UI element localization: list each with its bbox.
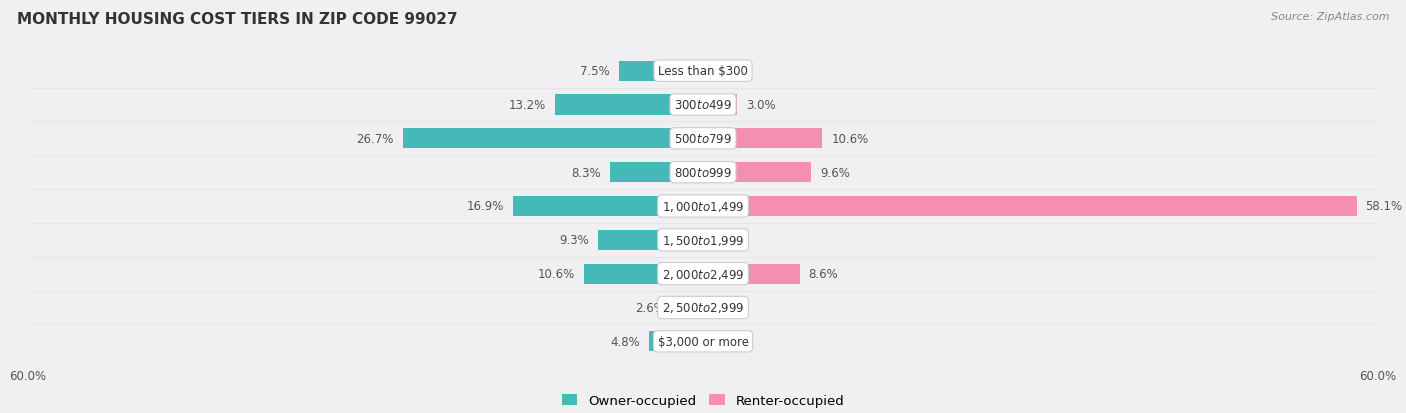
- FancyBboxPatch shape: [3, 248, 1403, 300]
- FancyBboxPatch shape: [3, 281, 1403, 334]
- Text: $2,500 to $2,999: $2,500 to $2,999: [662, 301, 744, 315]
- Text: 10.6%: 10.6%: [831, 133, 869, 145]
- FancyBboxPatch shape: [3, 315, 1403, 368]
- Bar: [583, 264, 703, 284]
- Text: 4.8%: 4.8%: [610, 335, 640, 348]
- FancyBboxPatch shape: [3, 180, 1403, 233]
- Bar: [610, 163, 703, 183]
- Text: $1,500 to $1,999: $1,500 to $1,999: [662, 233, 744, 247]
- Text: 58.1%: 58.1%: [1365, 200, 1403, 213]
- Text: 16.9%: 16.9%: [467, 200, 503, 213]
- FancyBboxPatch shape: [3, 45, 1403, 98]
- Text: MONTHLY HOUSING COST TIERS IN ZIP CODE 99027: MONTHLY HOUSING COST TIERS IN ZIP CODE 9…: [17, 12, 457, 27]
- Bar: [703, 95, 737, 115]
- Bar: [703, 196, 1357, 217]
- Text: 10.6%: 10.6%: [537, 268, 575, 280]
- FancyBboxPatch shape: [3, 214, 1403, 266]
- Text: $1,000 to $1,499: $1,000 to $1,499: [662, 199, 744, 214]
- Bar: [673, 298, 703, 318]
- Text: 7.5%: 7.5%: [579, 65, 610, 78]
- FancyBboxPatch shape: [3, 79, 1403, 132]
- Text: 13.2%: 13.2%: [509, 99, 546, 112]
- Text: $300 to $499: $300 to $499: [673, 99, 733, 112]
- Bar: [650, 331, 703, 351]
- Text: 0.0%: 0.0%: [711, 335, 741, 348]
- Bar: [554, 95, 703, 115]
- Text: Less than $300: Less than $300: [658, 65, 748, 78]
- Bar: [402, 129, 703, 149]
- Text: $800 to $999: $800 to $999: [673, 166, 733, 179]
- Bar: [703, 129, 823, 149]
- Text: $500 to $799: $500 to $799: [673, 133, 733, 145]
- Text: $3,000 or more: $3,000 or more: [658, 335, 748, 348]
- Text: 0.0%: 0.0%: [711, 234, 741, 247]
- Text: Source: ZipAtlas.com: Source: ZipAtlas.com: [1271, 12, 1389, 22]
- Text: 8.6%: 8.6%: [808, 268, 838, 280]
- Text: 2.6%: 2.6%: [636, 301, 665, 314]
- Bar: [619, 62, 703, 82]
- Text: 8.3%: 8.3%: [571, 166, 600, 179]
- Text: 9.3%: 9.3%: [560, 234, 589, 247]
- Text: 9.6%: 9.6%: [820, 166, 849, 179]
- FancyBboxPatch shape: [3, 147, 1403, 199]
- Bar: [703, 163, 811, 183]
- Bar: [599, 230, 703, 250]
- Legend: Owner-occupied, Renter-occupied: Owner-occupied, Renter-occupied: [561, 394, 845, 407]
- Bar: [703, 264, 800, 284]
- Text: 0.0%: 0.0%: [711, 65, 741, 78]
- Bar: [513, 196, 703, 217]
- Text: $2,000 to $2,499: $2,000 to $2,499: [662, 267, 744, 281]
- Text: 26.7%: 26.7%: [356, 133, 394, 145]
- Text: 0.0%: 0.0%: [711, 301, 741, 314]
- FancyBboxPatch shape: [3, 113, 1403, 165]
- Text: 3.0%: 3.0%: [745, 99, 775, 112]
